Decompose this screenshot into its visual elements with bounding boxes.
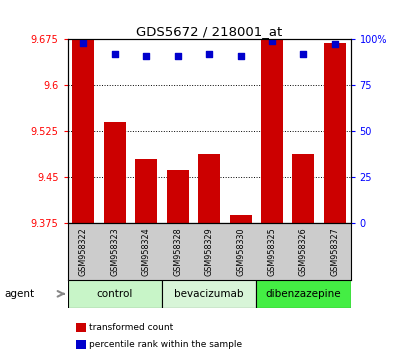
Bar	[292, 154, 314, 223]
Bar	[261, 37, 282, 223]
Bar	[103, 122, 126, 223]
Point	[143, 53, 149, 58]
Title: GDS5672 / 218001_at: GDS5672 / 218001_at	[136, 25, 281, 38]
Bar	[229, 215, 251, 223]
Text: GSM958328: GSM958328	[173, 228, 182, 276]
Text: GSM958325: GSM958325	[267, 228, 276, 276]
Text: GSM958322: GSM958322	[79, 228, 88, 276]
Text: percentile rank within the sample: percentile rank within the sample	[89, 340, 241, 349]
Bar	[198, 154, 220, 223]
Point	[268, 38, 274, 44]
Point	[111, 51, 118, 57]
Text: transformed count: transformed count	[89, 323, 173, 332]
Point	[237, 53, 243, 58]
Bar	[162, 280, 256, 308]
Point	[299, 51, 306, 57]
Text: agent: agent	[4, 289, 34, 299]
Text: bevacizumab: bevacizumab	[174, 289, 243, 299]
Bar	[135, 159, 157, 223]
Text: dibenzazepine: dibenzazepine	[265, 289, 340, 299]
Text: GSM958327: GSM958327	[330, 228, 339, 276]
Point	[174, 53, 180, 58]
Bar	[72, 39, 94, 223]
Text: GSM958329: GSM958329	[204, 228, 213, 276]
Point	[80, 40, 86, 45]
Text: GSM958326: GSM958326	[298, 228, 307, 276]
Text: GSM958330: GSM958330	[236, 228, 245, 276]
Bar	[256, 280, 350, 308]
Text: control: control	[97, 289, 133, 299]
Text: GSM958324: GSM958324	[142, 228, 151, 276]
Bar	[323, 43, 345, 223]
Point	[331, 42, 337, 47]
Bar	[67, 280, 162, 308]
Point	[205, 51, 212, 57]
Text: GSM958323: GSM958323	[110, 228, 119, 276]
Bar	[166, 170, 188, 223]
